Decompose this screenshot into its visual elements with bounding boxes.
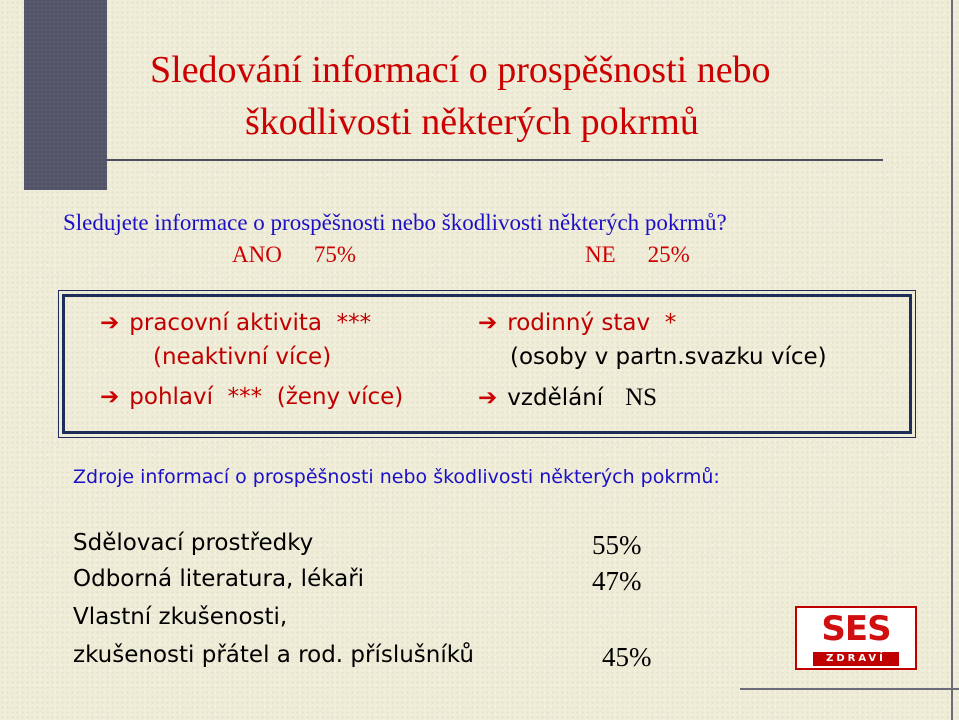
frame-line-horizontal xyxy=(740,688,959,690)
significance-mark: NS xyxy=(625,384,658,411)
answer-yes-pct: 75% xyxy=(313,242,357,267)
source-value: 55% xyxy=(592,530,642,560)
source-label: Odborná literatura, lékaři xyxy=(73,566,365,592)
significance-mark: *** xyxy=(336,310,372,336)
factor-work-activity: ➔ pracovní aktivita *** xyxy=(100,310,371,336)
ses-logo: SES ZDRAVÍ xyxy=(795,606,917,670)
factor-label: vzdělání xyxy=(507,385,604,411)
answer-no-label: NE xyxy=(585,242,616,267)
answer-no-pct: 25% xyxy=(647,242,690,267)
factor-note: (ženy více) xyxy=(276,384,404,410)
slide-title: Sledování informací o prospěšnosti nebo … xyxy=(150,44,890,148)
arrow-icon: ➔ xyxy=(478,310,498,336)
arrow-icon: ➔ xyxy=(100,310,120,336)
factor-label: pohlaví xyxy=(129,384,214,410)
source-value: 47% xyxy=(592,566,642,596)
logo-sub-text: ZDRAVÍ xyxy=(813,652,899,666)
factor-marital-status-note: (osoby v partn.svazku více) xyxy=(510,344,827,370)
answer-no: NE 25% xyxy=(585,242,690,268)
logo-main-text: SES xyxy=(821,609,891,649)
answer-yes-label: ANO xyxy=(232,242,282,267)
arrow-icon: ➔ xyxy=(478,385,498,411)
source-value: 45% xyxy=(602,642,652,672)
factors-box xyxy=(58,290,916,438)
title-rule xyxy=(107,159,883,161)
sources-heading: Zdroje informací o prospěšnosti nebo ško… xyxy=(73,466,720,488)
frame-line-vertical xyxy=(951,0,953,720)
factor-work-activity-note: (neaktivní více) xyxy=(153,344,332,370)
factor-marital-status: ➔ rodinný stav * xyxy=(478,310,676,336)
title-line-2: škodlivosti některých pokrmů xyxy=(245,101,699,143)
factor-gender: ➔ pohlaví *** (ženy více) xyxy=(100,384,403,410)
survey-question: Sledujete informace o prospěšnosti nebo … xyxy=(63,210,727,235)
source-label: Vlastní zkušenosti, xyxy=(73,604,288,630)
factor-label: pracovní aktivita xyxy=(129,310,322,336)
answer-yes: ANO 75% xyxy=(232,242,356,268)
decorative-side-bar xyxy=(24,0,107,190)
factor-education: ➔ vzdělání NS xyxy=(478,384,657,412)
source-label: zkušenosti přátel a rod. příslušníků xyxy=(73,642,474,668)
significance-mark: * xyxy=(664,310,677,336)
title-line-1: Sledování informací o prospěšnosti nebo xyxy=(150,49,771,91)
factor-label: rodinný stav xyxy=(507,310,651,336)
source-label: Sdělovací prostředky xyxy=(73,530,314,556)
arrow-icon: ➔ xyxy=(100,384,120,410)
significance-mark: *** xyxy=(227,384,263,410)
